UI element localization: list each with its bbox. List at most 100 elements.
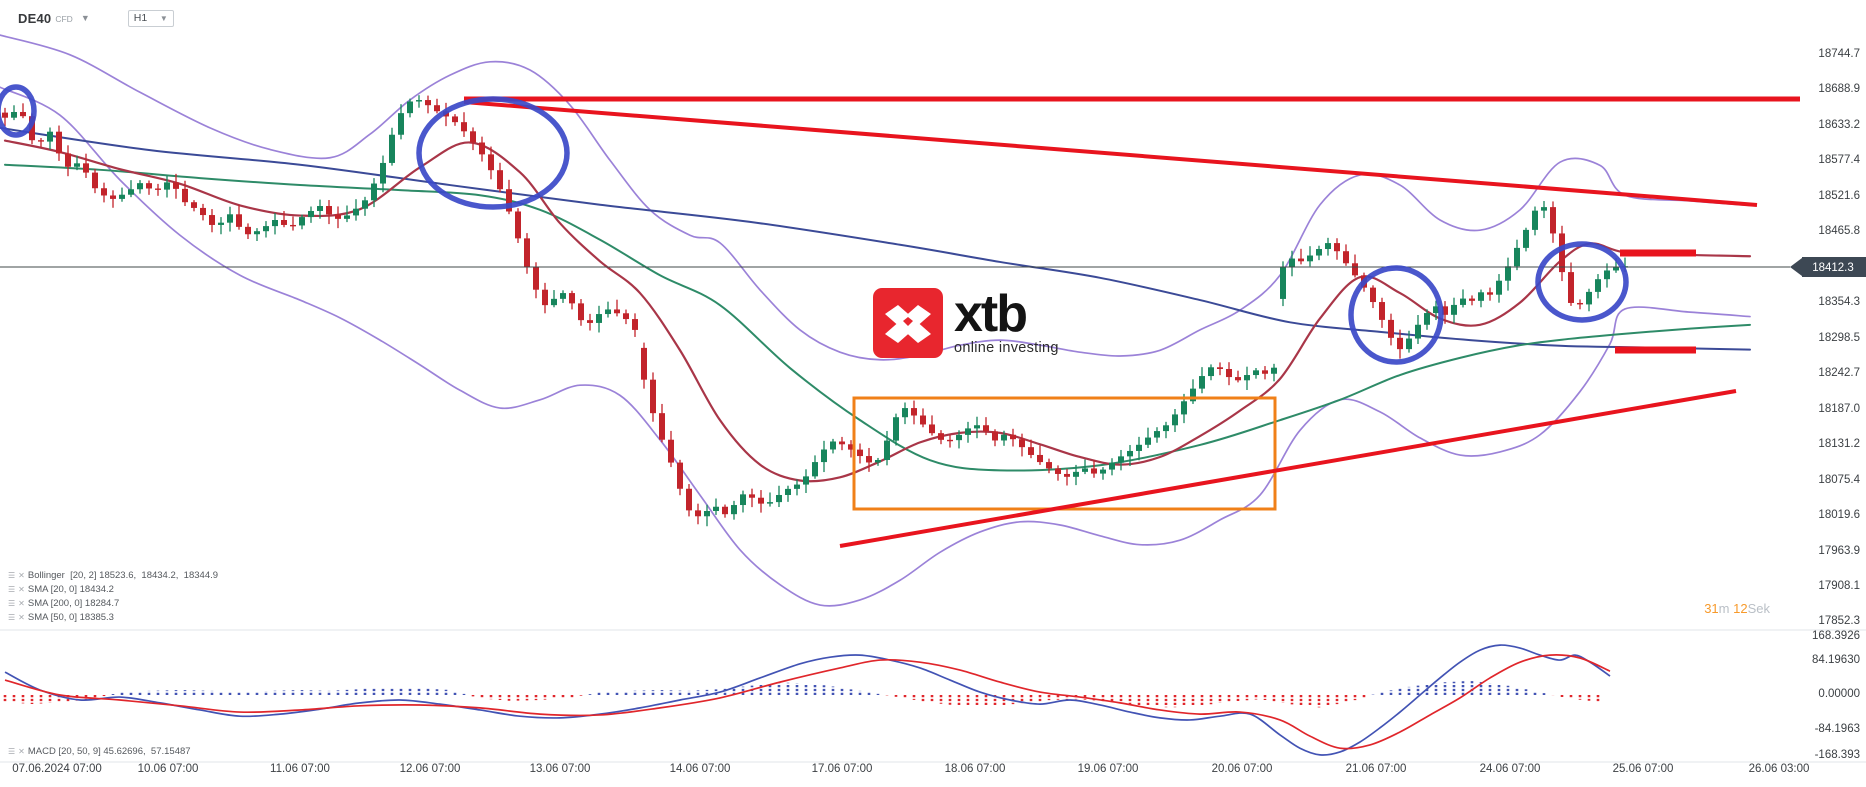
- price-axis-label: 18577.4: [1818, 154, 1860, 166]
- countdown-minutes-unit: m: [1718, 601, 1734, 616]
- candle-up: [1478, 292, 1484, 301]
- countdown-minutes: 31: [1704, 601, 1719, 616]
- candle-up: [1307, 255, 1313, 262]
- candle-up: [893, 417, 899, 441]
- candle-down: [677, 462, 683, 489]
- legend-settings-icon[interactable]: ☰: [8, 747, 16, 756]
- candle-up: [1127, 450, 1133, 457]
- legend-close-icon[interactable]: ✕: [18, 613, 25, 622]
- candle-down: [290, 224, 296, 227]
- analysis-circle-annotation-1[interactable]: [416, 96, 570, 210]
- candle-down: [1397, 337, 1403, 350]
- candle-up: [1154, 431, 1160, 438]
- legend-text: SMA [200, 0] 18284.7: [27, 598, 120, 609]
- candle-up: [164, 182, 170, 190]
- candle-up: [740, 494, 746, 506]
- candle-up: [1595, 279, 1601, 292]
- candle-down: [1577, 302, 1583, 305]
- analysis-circle-annotation-3[interactable]: [1535, 241, 1629, 323]
- price-axis-label: 18465.8: [1818, 225, 1860, 237]
- candle-up: [830, 441, 836, 450]
- candle-down: [2, 112, 8, 118]
- candle-up: [47, 131, 53, 142]
- candle-down: [866, 456, 872, 463]
- legend-settings-icon[interactable]: ☰: [8, 585, 16, 594]
- candle-up: [371, 183, 377, 201]
- candle-down: [236, 214, 242, 227]
- candle-down: [920, 415, 926, 425]
- candle-up: [596, 314, 602, 323]
- candle-down: [146, 183, 152, 189]
- candle-down: [1217, 367, 1223, 369]
- legend-close-icon[interactable]: ✕: [18, 747, 25, 756]
- candle-down: [173, 182, 179, 189]
- instrument-dropdown-caret[interactable]: ▼: [80, 13, 90, 23]
- candle-down: [1064, 473, 1070, 477]
- legend-settings-icon[interactable]: ☰: [8, 571, 16, 580]
- price-axis-label: 17963.9: [1818, 545, 1860, 557]
- time-axis-label: 10.06 07:00: [137, 763, 199, 775]
- candle-up: [605, 309, 611, 315]
- candle-down: [497, 170, 503, 190]
- candle-down: [209, 215, 215, 225]
- candle-up: [1424, 313, 1430, 325]
- candle-down: [200, 207, 206, 216]
- candle-up: [1280, 267, 1286, 299]
- legend-close-icon[interactable]: ✕: [18, 571, 25, 580]
- candle-up: [956, 434, 962, 441]
- time-axis-label: 25.06 07:00: [1612, 763, 1674, 775]
- time-axis-label: 21.06 07:00: [1345, 763, 1407, 775]
- candle-up: [137, 183, 143, 190]
- candle-up: [1001, 434, 1007, 441]
- candle-down: [686, 488, 692, 511]
- candle-down: [848, 444, 854, 450]
- legend-text: Bollinger [20, 2] 18523.6, 18434.2, 1834…: [27, 570, 219, 581]
- instrument-symbol[interactable]: DE40: [18, 10, 52, 26]
- candle-up: [299, 217, 305, 226]
- time-axis-label: 18.06 07:00: [944, 763, 1006, 775]
- candle-up: [1433, 306, 1439, 314]
- time-axis-label: 11.06 07:00: [270, 763, 330, 775]
- candlestick-series: [2, 95, 1628, 527]
- candle-down: [947, 439, 953, 442]
- candle-down: [1226, 368, 1232, 378]
- price-axis-label: 18688.9: [1818, 83, 1860, 95]
- analysis-circle-annotation-2[interactable]: [1348, 265, 1444, 365]
- xtb-tagline: online investing: [954, 340, 1059, 356]
- timeframe-select[interactable]: H1 ▼: [127, 9, 174, 27]
- candle-up: [272, 220, 278, 227]
- candle-up: [1505, 266, 1511, 281]
- time-axis-label: 20.06 07:00: [1211, 763, 1273, 775]
- candle-down: [506, 189, 512, 212]
- legend-settings-icon[interactable]: ☰: [8, 613, 16, 622]
- legend-close-icon[interactable]: ✕: [18, 585, 25, 594]
- candle-down: [533, 267, 539, 290]
- candle-down: [515, 211, 521, 239]
- candle-up: [1244, 375, 1250, 381]
- macd-legend: ☰ ✕ MACD [20, 50, 9] 45.62696, 57.15487: [8, 745, 191, 759]
- legend-settings-icon[interactable]: ☰: [8, 599, 16, 608]
- candle-up: [551, 298, 557, 306]
- candle-up: [254, 231, 260, 235]
- candle-down: [1352, 263, 1358, 276]
- candle-down: [1550, 207, 1556, 234]
- candle-up: [1082, 468, 1088, 472]
- legend-close-icon[interactable]: ✕: [18, 599, 25, 608]
- analysis-circle-annotation-0[interactable]: [0, 84, 37, 138]
- candle-up: [1523, 229, 1529, 248]
- candle-up: [1514, 247, 1520, 267]
- candle-down: [1091, 468, 1097, 474]
- price-axis-label: 18354.3: [1818, 296, 1860, 308]
- price-axis-label: 18298.5: [1818, 332, 1860, 344]
- candle-up: [1316, 249, 1322, 256]
- countdown-seconds-unit: Sek: [1747, 601, 1770, 616]
- candle-down: [1370, 287, 1376, 303]
- candle-up: [1586, 291, 1592, 305]
- candle-down: [29, 116, 35, 141]
- trendline-annotation-2[interactable]: [839, 389, 1737, 548]
- trendline-annotation-1[interactable]: [463, 100, 1758, 207]
- candle-up: [776, 494, 782, 503]
- candle-down: [83, 163, 89, 173]
